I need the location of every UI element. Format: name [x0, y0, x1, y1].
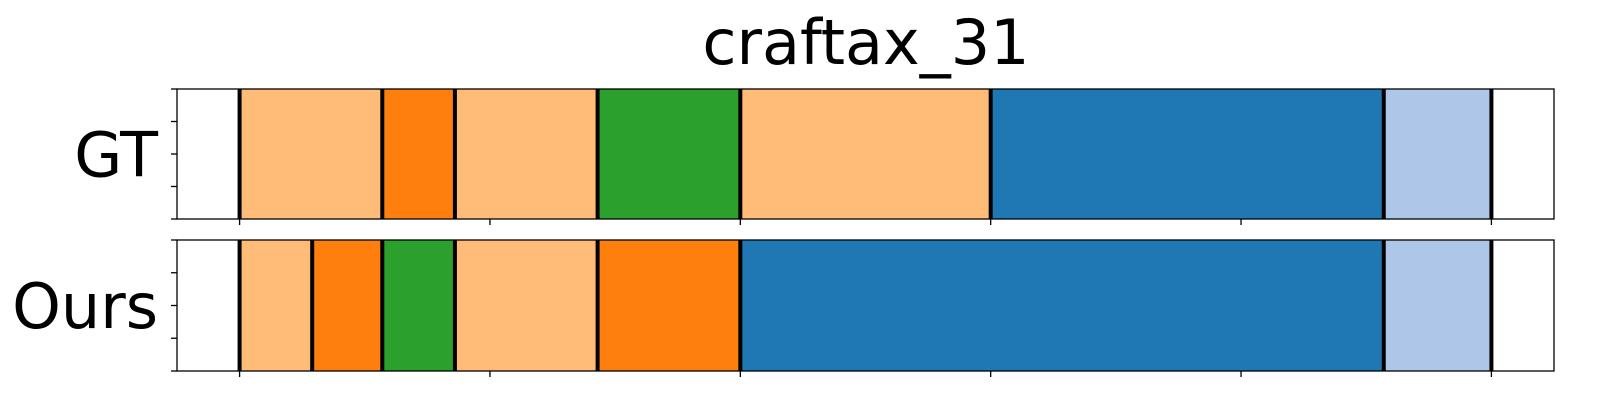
- chart-title: craftax_31: [702, 6, 1029, 79]
- timeline-rows: GT Ours: [12, 88, 1555, 377]
- row-gt-segment-7: [1383, 89, 1492, 219]
- row-gt-segment-3: [454, 89, 598, 219]
- row-ours: Ours: [12, 239, 1555, 377]
- row-ours-segment-6: [740, 240, 1384, 371]
- row-ours-label: Ours: [12, 270, 158, 343]
- row-ours-segment-7: [1383, 240, 1492, 371]
- row-ours-segment-5: [597, 240, 741, 371]
- row-gt-segment-1: [239, 89, 383, 219]
- row-gt-segment-5: [740, 89, 991, 219]
- row-ours-segment-3: [382, 240, 455, 371]
- row-gt-segment-4: [597, 89, 741, 219]
- row-ours-segment-1: [239, 240, 313, 371]
- row-ours-segment-2: [312, 240, 383, 371]
- row-gt-segment-2: [382, 89, 455, 219]
- row-gt-segment-6: [990, 89, 1384, 219]
- row-gt: GT: [74, 88, 1555, 225]
- row-gt-label: GT: [74, 118, 159, 191]
- row-ours-segment-4: [454, 240, 598, 371]
